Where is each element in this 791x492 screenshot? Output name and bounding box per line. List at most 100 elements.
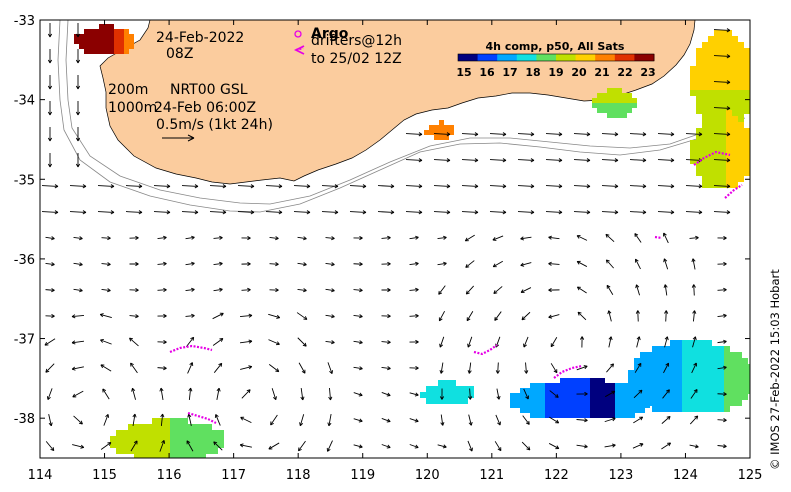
sst-cell <box>212 436 218 442</box>
drifter-track <box>724 184 743 199</box>
sst-cell <box>736 364 742 370</box>
current-arrow-head <box>635 284 640 289</box>
sst-cell <box>742 376 748 382</box>
sst-cell <box>432 398 438 404</box>
current-arrow <box>548 314 560 318</box>
current-arrow-head <box>523 343 527 348</box>
current-arrow <box>160 413 164 427</box>
current-arrow <box>237 211 255 213</box>
sst-cell <box>89 39 94 44</box>
current-arrow-head <box>446 184 451 189</box>
sst-cell <box>706 358 712 364</box>
sst-cell <box>676 364 682 370</box>
current-arrow <box>45 289 55 291</box>
sst-cell <box>540 403 545 408</box>
sst-cell <box>450 398 456 404</box>
current-arrow-head <box>163 287 167 292</box>
sst-cell <box>694 358 700 364</box>
current-arrow-head <box>415 235 419 240</box>
sst-cell <box>607 88 612 93</box>
sst-cell <box>690 84 696 90</box>
sst-cell <box>714 96 720 102</box>
sst-cell <box>712 406 718 412</box>
current-arrow <box>73 262 83 266</box>
current-arrow <box>576 261 588 267</box>
sst-cell <box>720 164 726 170</box>
current-arrow-head <box>548 261 552 266</box>
sst-cell <box>540 383 545 388</box>
sst-cell <box>450 386 456 392</box>
sst-cell <box>570 378 575 383</box>
current-arrow-head <box>79 236 83 241</box>
sst-cell <box>525 408 530 413</box>
current-arrow <box>665 310 667 322</box>
sst-cell <box>664 382 670 388</box>
sst-cell <box>89 34 94 39</box>
sst-cell <box>140 436 146 442</box>
sst-cell <box>610 398 615 403</box>
colorbar-swatch <box>477 54 498 61</box>
sst-cell <box>119 34 124 39</box>
sst-cell <box>176 436 182 442</box>
sst-cell <box>696 134 702 140</box>
sst-cell <box>194 442 200 448</box>
current-arrow <box>409 418 419 422</box>
sst-cell <box>708 96 714 102</box>
sst-cell <box>742 358 748 364</box>
current-arrow <box>629 211 647 213</box>
current-arrow-head <box>723 287 727 292</box>
current-arrow-head <box>107 442 112 446</box>
current-arrow <box>662 389 670 399</box>
sst-cell <box>550 408 555 413</box>
sst-cell <box>560 383 565 388</box>
sst-cell <box>646 400 652 406</box>
current-arrow-head <box>614 184 619 189</box>
sst-cell <box>575 398 580 403</box>
sst-cell <box>530 383 535 388</box>
current-arrow <box>181 185 199 187</box>
sst-cell <box>652 382 658 388</box>
argo-drifter-tracks <box>169 46 743 424</box>
y-tick-label: -38 <box>14 412 35 427</box>
current-arrow-head <box>670 158 675 163</box>
sst-cell <box>74 39 79 44</box>
sst-cell <box>597 103 602 108</box>
sst-cell <box>676 376 682 382</box>
sst-cell <box>696 108 702 114</box>
sst-cell <box>702 152 708 158</box>
current-arrow-head <box>525 420 530 425</box>
contour-label-200m: 200m <box>108 82 148 98</box>
sst-cell <box>730 370 736 376</box>
current-arrow <box>576 235 588 241</box>
sst-cell <box>565 408 570 413</box>
sst-cell <box>736 382 742 388</box>
sst-cell <box>530 403 535 408</box>
sst-cell <box>89 44 94 49</box>
sst-cell <box>565 403 570 408</box>
current-arrow <box>713 55 731 57</box>
current-arrow <box>664 336 668 348</box>
sst-cell <box>610 413 615 418</box>
current-arrow <box>438 285 446 295</box>
current-arrow-head <box>466 317 471 322</box>
sst-cell <box>140 448 146 454</box>
current-arrow-head <box>163 366 167 371</box>
sst-cell <box>694 364 700 370</box>
current-arrow-head <box>386 444 391 449</box>
current-arrow-head <box>190 336 195 341</box>
sst-cell <box>545 393 550 398</box>
sst-cell <box>720 60 726 66</box>
sst-cell <box>708 60 714 66</box>
sst-cell <box>206 448 212 454</box>
sst-cell <box>726 78 732 84</box>
current-arrow <box>153 185 171 187</box>
current-arrow <box>293 211 311 213</box>
sst-cell <box>99 29 104 34</box>
current-arrow-head <box>664 336 669 341</box>
sst-cell <box>732 78 738 84</box>
sst-cell <box>200 436 206 442</box>
sst-cell <box>565 388 570 393</box>
sst-cell <box>732 48 738 54</box>
sst-cell <box>712 364 718 370</box>
current-arrow-head <box>72 393 77 398</box>
